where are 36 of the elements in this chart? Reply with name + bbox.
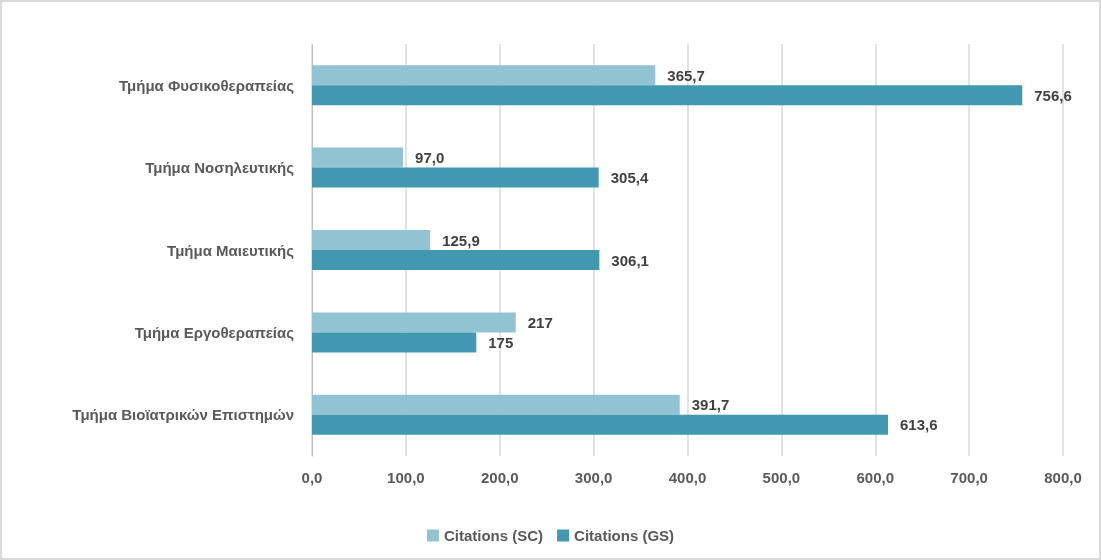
- x-tick-label: 600,0: [856, 469, 895, 486]
- data-label: 125,9: [442, 231, 480, 249]
- x-tick-label: 0,0: [301, 469, 323, 486]
- x-tick-label: 800,0: [1044, 469, 1082, 486]
- bar: [312, 312, 516, 333]
- data-label: 305,4: [610, 169, 649, 187]
- bar: [312, 85, 1023, 106]
- x-tick-label: 500,0: [762, 469, 801, 486]
- y-tick-label: Τμήμα Βιοϊατρικών Επιστημών: [72, 406, 294, 424]
- x-tick-label: 300,0: [574, 469, 613, 486]
- legend-label: Citations (GS): [574, 527, 675, 544]
- x-tick-label: 400,0: [668, 469, 707, 486]
- bar: [312, 250, 600, 270]
- data-label: 756,6: [1034, 86, 1072, 104]
- bar: [312, 332, 477, 353]
- data-label: 613,6: [900, 416, 938, 434]
- data-label: 175: [488, 333, 514, 351]
- data-label: 217: [527, 313, 553, 331]
- data-label: 97,0: [415, 149, 445, 167]
- bar: [312, 414, 889, 435]
- y-tick-label: Τμήμα Φυσικοθεραπείας: [119, 76, 295, 94]
- y-tick-label: Τμήμα Εργοθεραπείας: [134, 323, 295, 341]
- bar: [312, 394, 680, 415]
- y-tick-label: Τμήμα Μαιευτικής: [167, 241, 295, 259]
- x-tick-label: 200,0: [480, 469, 519, 486]
- y-tick-label: Τμήμα Νοσηλευτικής: [145, 159, 295, 177]
- bar: [312, 147, 404, 168]
- bar: [312, 167, 599, 188]
- data-label: 365,7: [667, 66, 705, 84]
- data-label: 306,1: [611, 251, 649, 269]
- bar: [312, 65, 656, 86]
- data-label: 391,7: [691, 396, 730, 414]
- x-tick-label: 100,0: [387, 469, 425, 486]
- x-tick-label: 700,0: [950, 469, 988, 486]
- bar: [312, 230, 431, 250]
- legend-label: Citations (SC): [443, 527, 544, 544]
